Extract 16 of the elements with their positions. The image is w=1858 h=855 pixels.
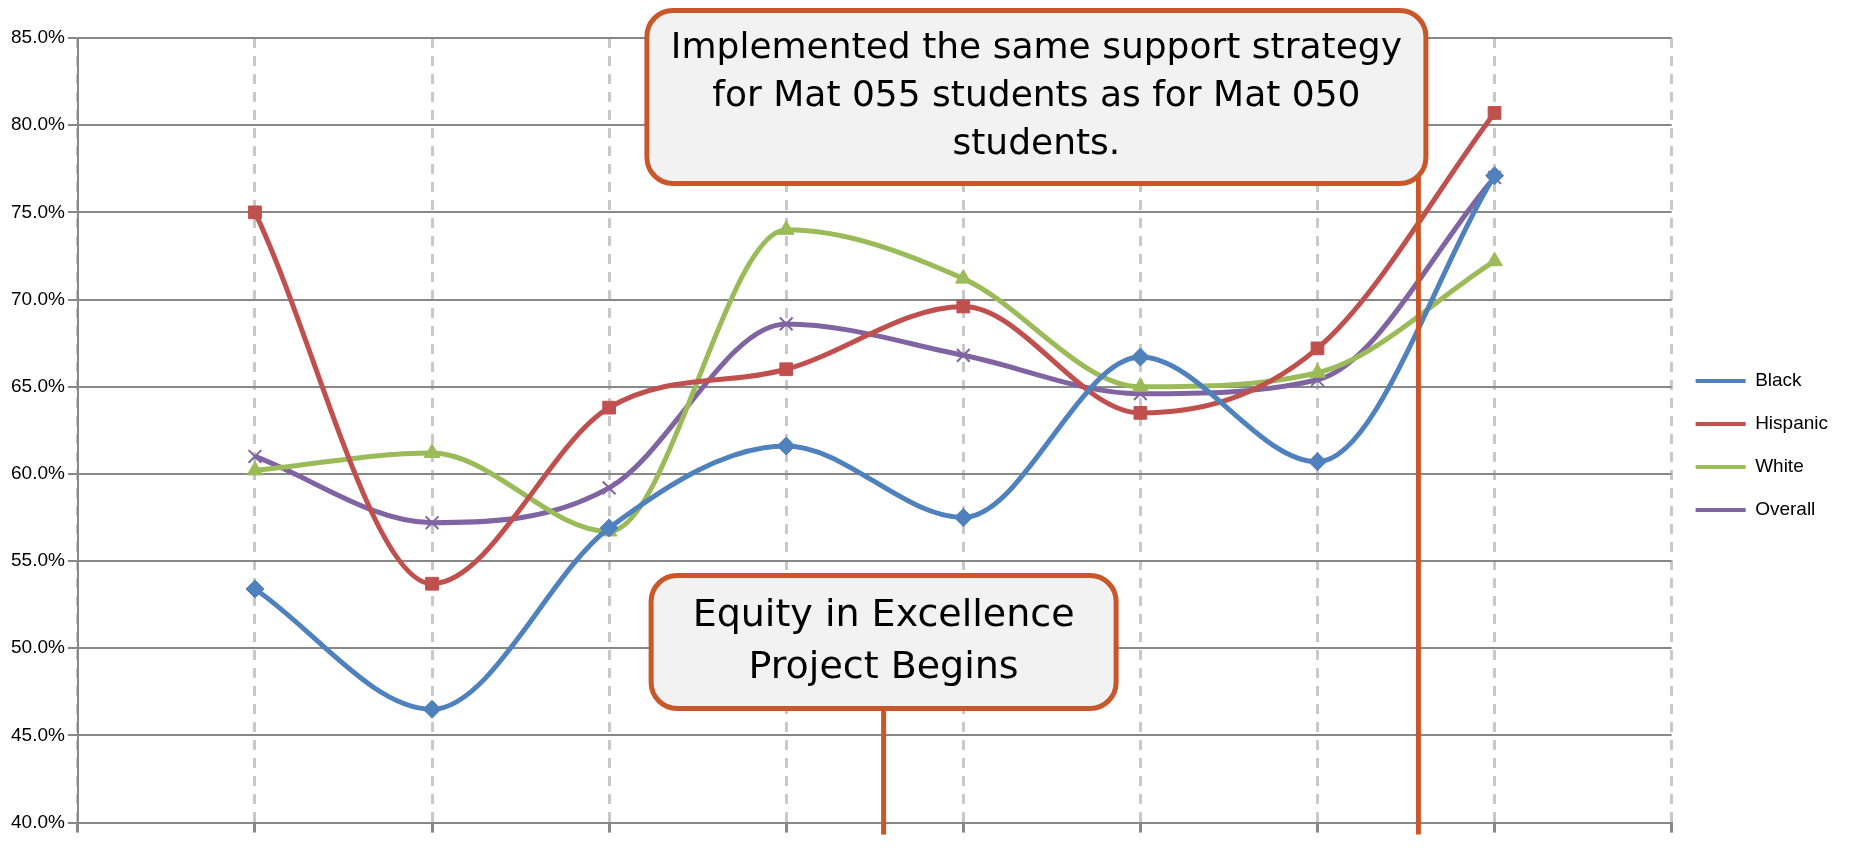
y-tick-label: 75.0% (11, 200, 65, 222)
y-tick-label: 60.0% (11, 462, 65, 484)
y-tick-label: 80.0% (11, 113, 65, 135)
y-tick-label: 55.0% (11, 549, 65, 571)
y-tick-label: 40.0% (11, 810, 65, 832)
legend-label: Black (1755, 369, 1803, 391)
legend-label: Overall (1755, 498, 1816, 520)
annotation: Equity in Excellence Project Begins (692, 590, 1075, 687)
y-tick-label: 50.0% (11, 636, 65, 658)
y-tick-label: 45.0% (11, 723, 65, 745)
y-tick-label: 70.0% (11, 287, 65, 309)
legend-label: White (1755, 455, 1804, 477)
y-tick-label: 85.0% (11, 26, 65, 48)
legend-label: Hispanic (1755, 412, 1829, 434)
y-tick-label: 65.0% (11, 374, 65, 396)
annotation: Implemented the same support strategy for Mat 055 students as for Mat 050 students. (670, 25, 1402, 163)
